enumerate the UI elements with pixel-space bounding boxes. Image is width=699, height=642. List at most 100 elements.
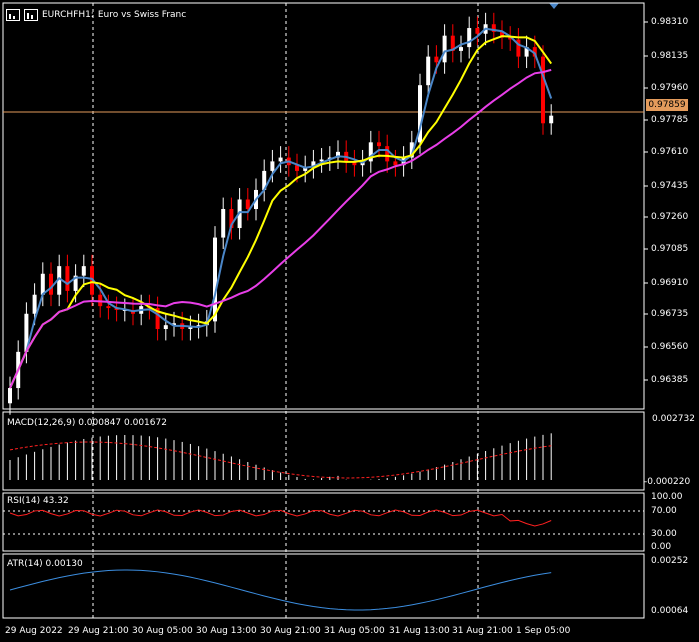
price-tick-label: 0.98135 [651, 51, 689, 61]
macd-pane-frame [2, 411, 645, 491]
candle-body [319, 159, 324, 162]
candle-body [172, 323, 176, 326]
candle-body [81, 266, 86, 276]
candle-body [516, 39, 521, 57]
candle-body [352, 161, 357, 166]
atr-axis-top: 0.00252 [651, 556, 689, 566]
chart-bars-icon [24, 9, 38, 21]
candle-body [549, 115, 554, 124]
time-tick-label: 31 Aug 13:00 [389, 626, 450, 636]
candle-body [8, 388, 12, 404]
time-tick-label: 30 Aug 13:00 [196, 626, 257, 636]
atr-label: ATR(14) 0.00130 [7, 559, 83, 569]
candle-body [295, 165, 299, 171]
time-tick-label: 31 Aug 21:00 [452, 626, 513, 636]
candle-body [393, 161, 398, 166]
macd-axis-bottom: -0.000220 [644, 477, 691, 487]
candle-body [491, 24, 496, 32]
rsi-pane-frame [2, 492, 645, 552]
time-tick-label: 30 Aug 21:00 [260, 626, 321, 636]
candle-body [459, 47, 463, 51]
price-tick-label: 0.97610 [651, 147, 689, 157]
candle-body [155, 308, 160, 329]
candle-body [418, 85, 422, 143]
chart-description: Euro vs Swiss Franc [97, 10, 187, 20]
price-tick-label: 0.98310 [651, 17, 689, 27]
candle-body [122, 309, 127, 311]
price-tick-label: 0.97085 [651, 244, 689, 254]
candle-body [106, 306, 111, 309]
ma-slow-line [9, 68, 552, 389]
ma-mid-line [9, 35, 553, 389]
time-tick-label: 31 Aug 05:00 [324, 626, 385, 636]
price-tick-label: 0.96385 [651, 375, 689, 385]
candle-body [442, 35, 447, 63]
price-tick-label: 0.96910 [651, 278, 689, 288]
price-tick-label: 0.97960 [651, 83, 689, 93]
price-tick-label: 0.97260 [651, 212, 689, 222]
time-tick-label: 30 Aug 05:00 [132, 626, 193, 636]
chart-symbol: EURCHF [42, 10, 79, 20]
candle-body [32, 294, 37, 314]
candle-body [377, 142, 381, 147]
candle-body [524, 47, 529, 57]
candle-body [213, 237, 217, 322]
rsi-level-100: 100.00 [651, 492, 683, 502]
candle-body [245, 199, 250, 209]
candle-body [385, 146, 390, 162]
candle-body [426, 56, 431, 86]
candle-body [49, 273, 53, 295]
rsi-level-70: 70.00 [651, 506, 677, 516]
candle-body [188, 327, 193, 329]
price-tick-label: 0.97435 [651, 181, 689, 191]
candle-body [311, 161, 316, 168]
rsi-level-0: 0.00 [651, 542, 672, 552]
candle-body [221, 209, 226, 238]
candle-body [368, 142, 373, 162]
atr-axis-bottom: 0.00064 [651, 606, 689, 616]
time-tick-label: 29 Aug 21:00 [68, 626, 129, 636]
current-price-label: 0.97859 [646, 99, 688, 111]
candle-body [541, 56, 545, 124]
candle-body [500, 31, 504, 38]
price-tick-label: 0.96560 [651, 342, 689, 352]
atr-line [9, 569, 552, 611]
candle-body [336, 151, 340, 158]
candle-body [229, 209, 234, 229]
candle-body [262, 170, 267, 190]
candle-body [475, 28, 480, 34]
candle-body [450, 35, 455, 51]
candle-body [532, 47, 537, 57]
chart-shift-marker[interactable] [549, 3, 559, 9]
atr-pane-frame [2, 553, 645, 619]
time-tick-label: 1 Sep 05:00 [516, 626, 571, 636]
candle-body [24, 313, 29, 352]
candle-body [508, 37, 513, 40]
main-pane-frame [2, 2, 645, 410]
candle-body [303, 167, 308, 171]
candle-body [278, 157, 283, 162]
macd-axis-top: 0.002732 [652, 414, 695, 424]
candle-body [163, 325, 168, 329]
macd-label: MACD(12,26,9) 0.000847 0.001672 [7, 418, 167, 428]
candle-body [65, 266, 70, 291]
chart-timeframe: H1: [78, 10, 94, 20]
time-tick-label: 29 Aug 2022 [5, 626, 63, 636]
candle-body [73, 275, 78, 291]
macd-signal-line [9, 441, 552, 479]
candle-body [467, 28, 472, 48]
candle-body [57, 266, 62, 295]
price-tick-label: 0.96735 [651, 309, 689, 319]
chart-window-icon [6, 9, 20, 21]
rsi-line [9, 509, 552, 527]
chart-header: EURCHF H1: Euro vs Swiss Franc [6, 9, 186, 21]
rsi-level-30: 30.00 [651, 529, 677, 539]
ma-fast-line [9, 27, 553, 389]
price-tick-label: 0.97785 [651, 115, 689, 125]
rsi-label: RSI(14) 43.32 [7, 496, 69, 506]
candle-body [409, 142, 414, 158]
candle-body [434, 56, 439, 63]
candle-body [270, 161, 275, 171]
candle-body [40, 273, 45, 295]
